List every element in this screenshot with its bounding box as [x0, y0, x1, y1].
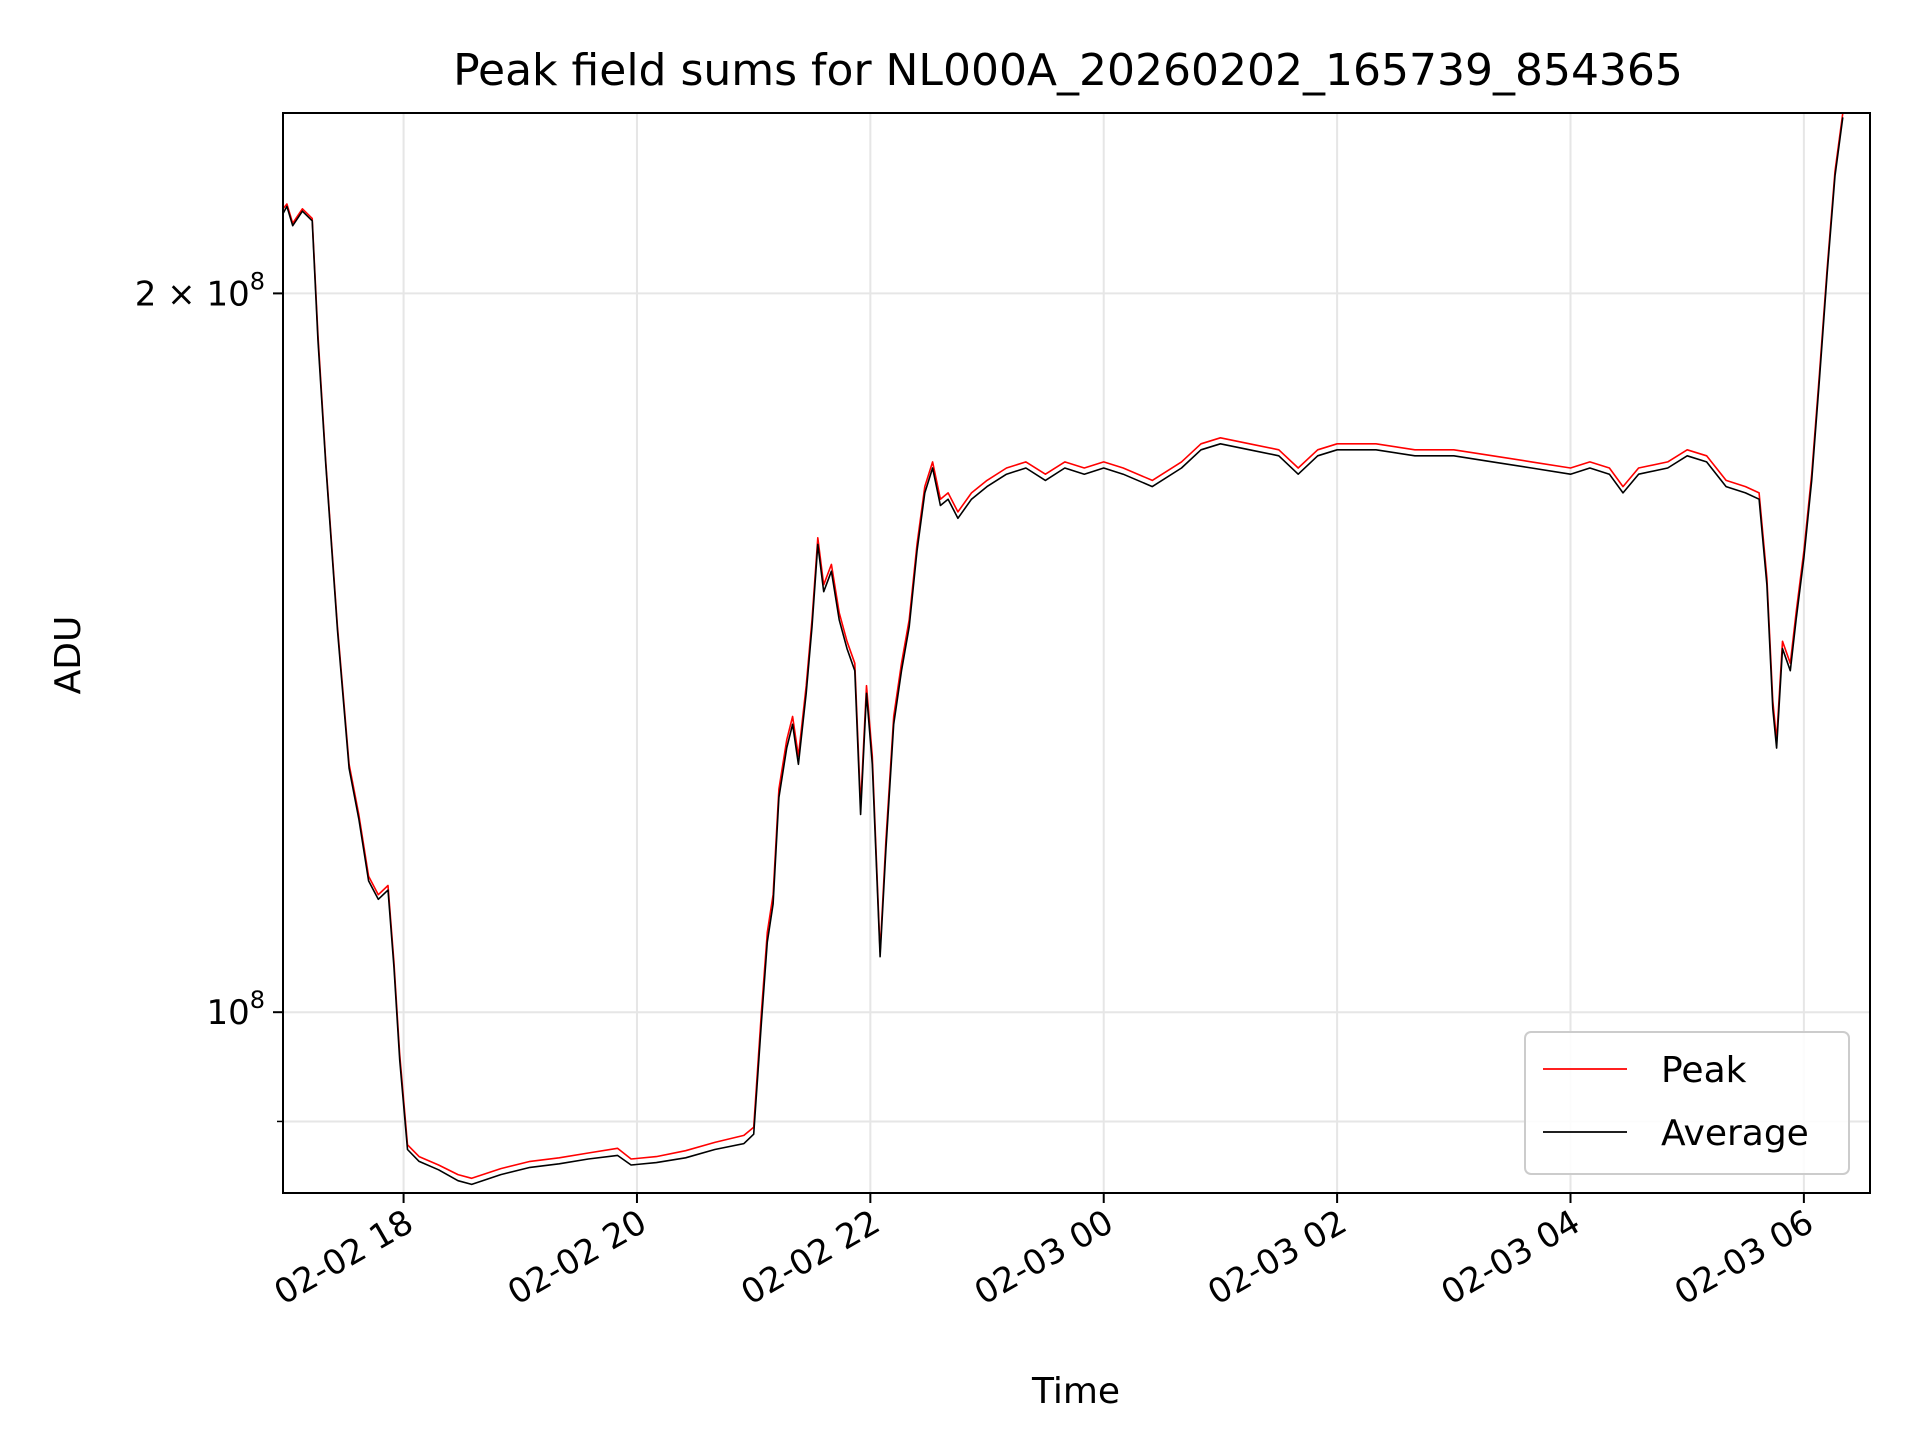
legend-label-peak: Peak: [1661, 1050, 1747, 1091]
series-group: [282, 112, 1844, 1186]
series-line-average: [282, 117, 1844, 1186]
legend-box: [1524, 1031, 1850, 1175]
legend: Peak Average: [1524, 1031, 1850, 1175]
legend-label-average: Average: [1661, 1113, 1809, 1154]
series-line-peak: [282, 112, 1844, 1180]
y-tick-label: 2 × 108: [135, 267, 265, 314]
chart-title: Peak field sums for NL000A_20260202_1657…: [453, 45, 1683, 96]
plot-frame: [282, 112, 1871, 1194]
y-axis-label: ADU: [48, 616, 89, 695]
x-axis-label: Time: [1031, 1371, 1120, 1412]
